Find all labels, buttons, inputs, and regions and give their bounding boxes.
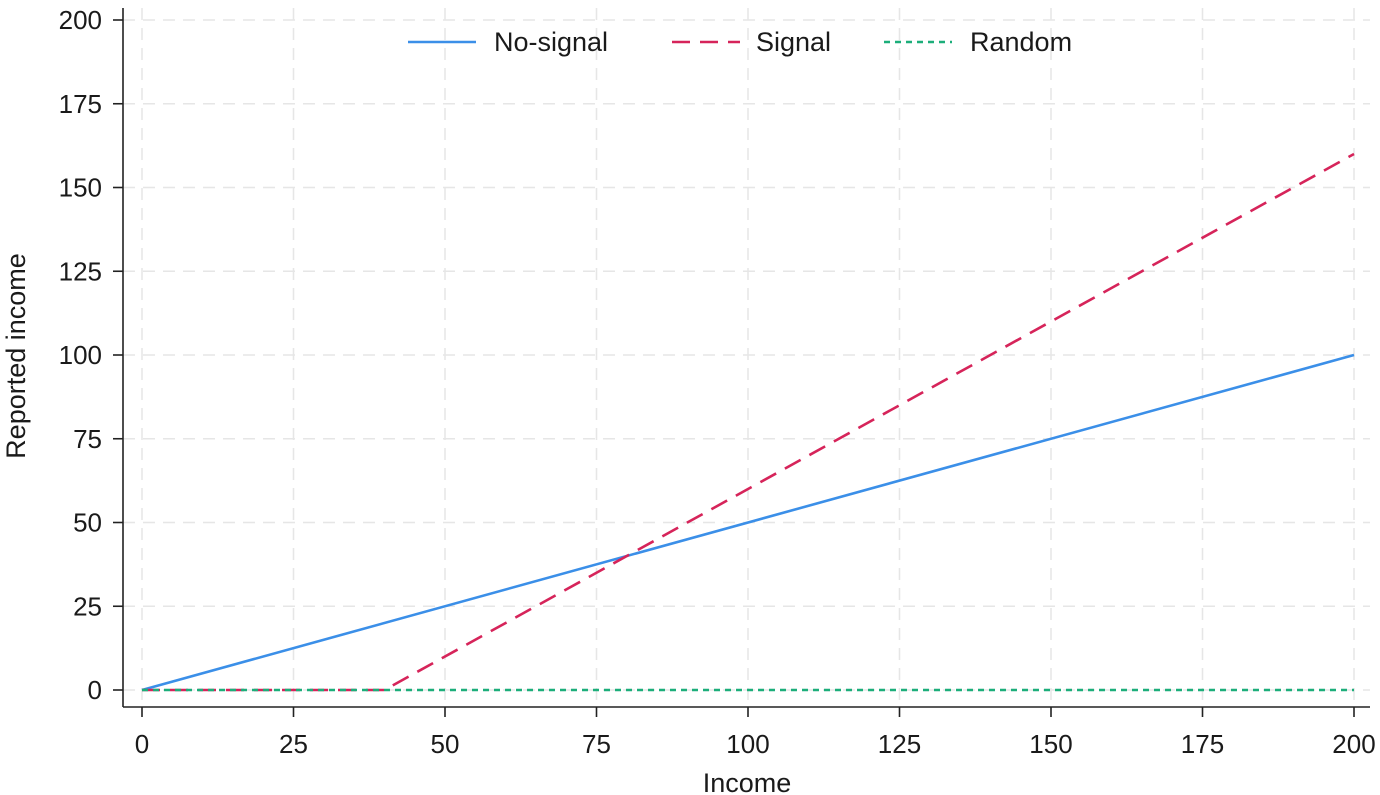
y-tick-label: 25 xyxy=(73,591,102,621)
y-tick-label: 75 xyxy=(73,424,102,454)
legend: No-signal Signal Random xyxy=(408,27,1072,57)
y-tick-label: 200 xyxy=(59,5,102,35)
legend-label-random: Random xyxy=(970,27,1072,57)
x-tick-label: 200 xyxy=(1332,729,1375,759)
x-tick-label: 150 xyxy=(1029,729,1072,759)
grid xyxy=(123,8,1370,707)
x-tick-label: 50 xyxy=(431,729,460,759)
series-line-no-signal xyxy=(141,353,1355,692)
legend-label-signal: Signal xyxy=(756,27,831,57)
y-tick-label: 150 xyxy=(59,173,102,203)
x-tick-label: 125 xyxy=(878,729,921,759)
x-axis-title: Income xyxy=(703,768,792,795)
series-line-signal xyxy=(142,152,1355,692)
x-tick-label: 100 xyxy=(726,729,769,759)
y-tick-label: 125 xyxy=(59,256,102,286)
ticks: 0 25 50 75 100 125 150 175 200 0 25 50 75 100 125 150 17… xyxy=(59,5,1376,759)
axes xyxy=(122,8,1370,708)
x-tick-label: 175 xyxy=(1181,729,1224,759)
y-tick-label: 0 xyxy=(88,675,102,705)
series xyxy=(141,152,1355,692)
x-tick-label: 75 xyxy=(582,729,611,759)
y-tick-label: 50 xyxy=(73,508,102,538)
y-tick-label: 100 xyxy=(59,340,102,370)
y-axis-title: Reported income xyxy=(1,253,31,459)
legend-label-no-signal: No-signal xyxy=(494,27,608,57)
y-tick-label: 175 xyxy=(59,89,102,119)
x-tick-label: 0 xyxy=(135,729,149,759)
x-tick-label: 25 xyxy=(279,729,308,759)
